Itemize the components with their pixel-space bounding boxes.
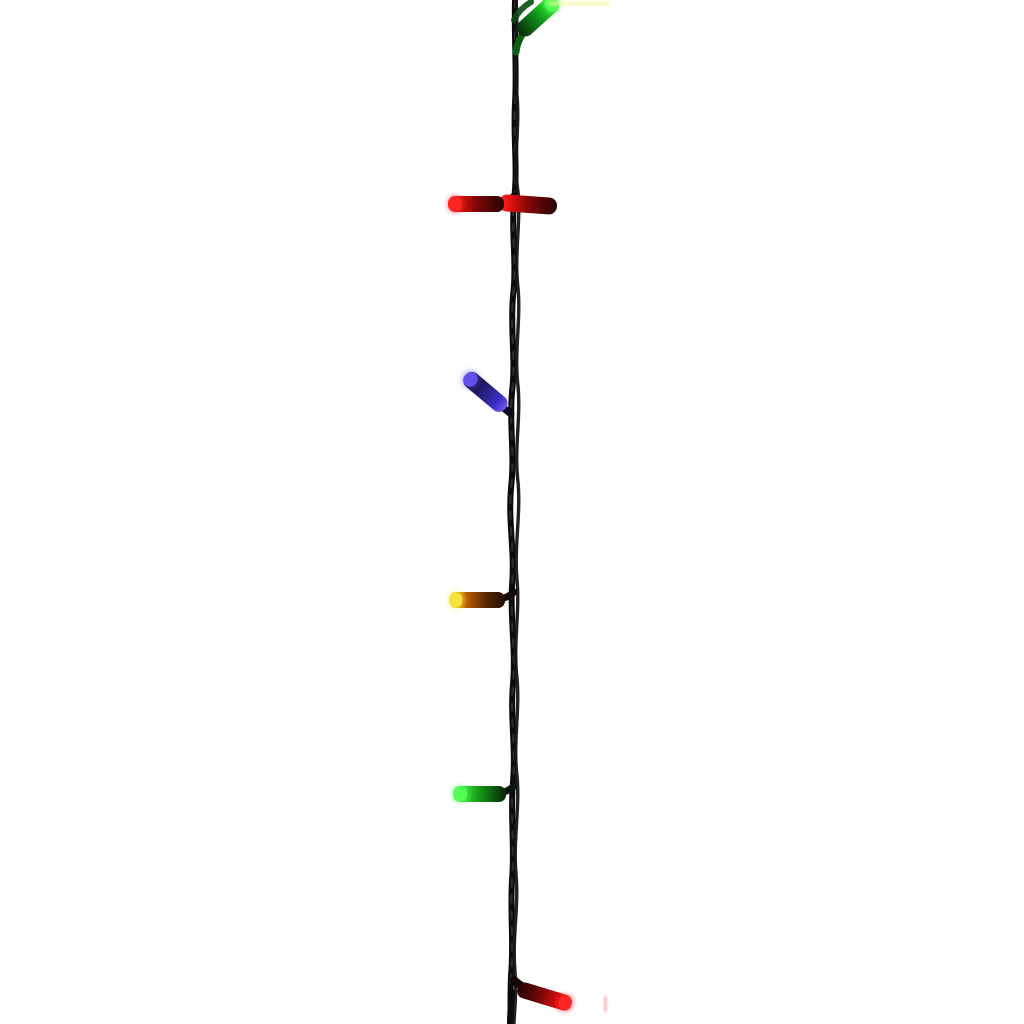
wire-second-strand bbox=[512, 0, 521, 1024]
bulb-6-red bbox=[507, 976, 572, 1024]
bulb-2-red bbox=[448, 192, 557, 215]
bulb-1-green bbox=[511, 0, 559, 56]
bulb-4-body bbox=[449, 592, 505, 608]
bulb-2-body bbox=[498, 194, 557, 215]
bulb-4-lit-tip bbox=[450, 593, 462, 607]
bulb-4-amber bbox=[449, 588, 518, 608]
bulb-6-lower-lead bbox=[507, 989, 515, 1024]
bulb-6-lit-tip bbox=[558, 995, 572, 1010]
bulb-1-upper-lead bbox=[511, 0, 534, 23]
faint-red-speck-artifact bbox=[604, 996, 607, 1012]
bulb-2-lit-tip bbox=[449, 197, 462, 211]
bulb-2-body-main bbox=[448, 196, 504, 212]
bulb-3-blue bbox=[463, 371, 515, 418]
pale-yellow-streak-artifact bbox=[548, 2, 610, 5]
bulb-5-green bbox=[453, 782, 518, 802]
bulb-6-body bbox=[517, 982, 572, 1011]
bulb-3-lit-tip bbox=[463, 372, 478, 387]
bulb-5-lit-tip bbox=[454, 787, 467, 801]
photo-artifacts bbox=[548, 2, 610, 1012]
bulb-5-body bbox=[453, 786, 506, 802]
twisted-light-wire bbox=[507, 0, 521, 1024]
